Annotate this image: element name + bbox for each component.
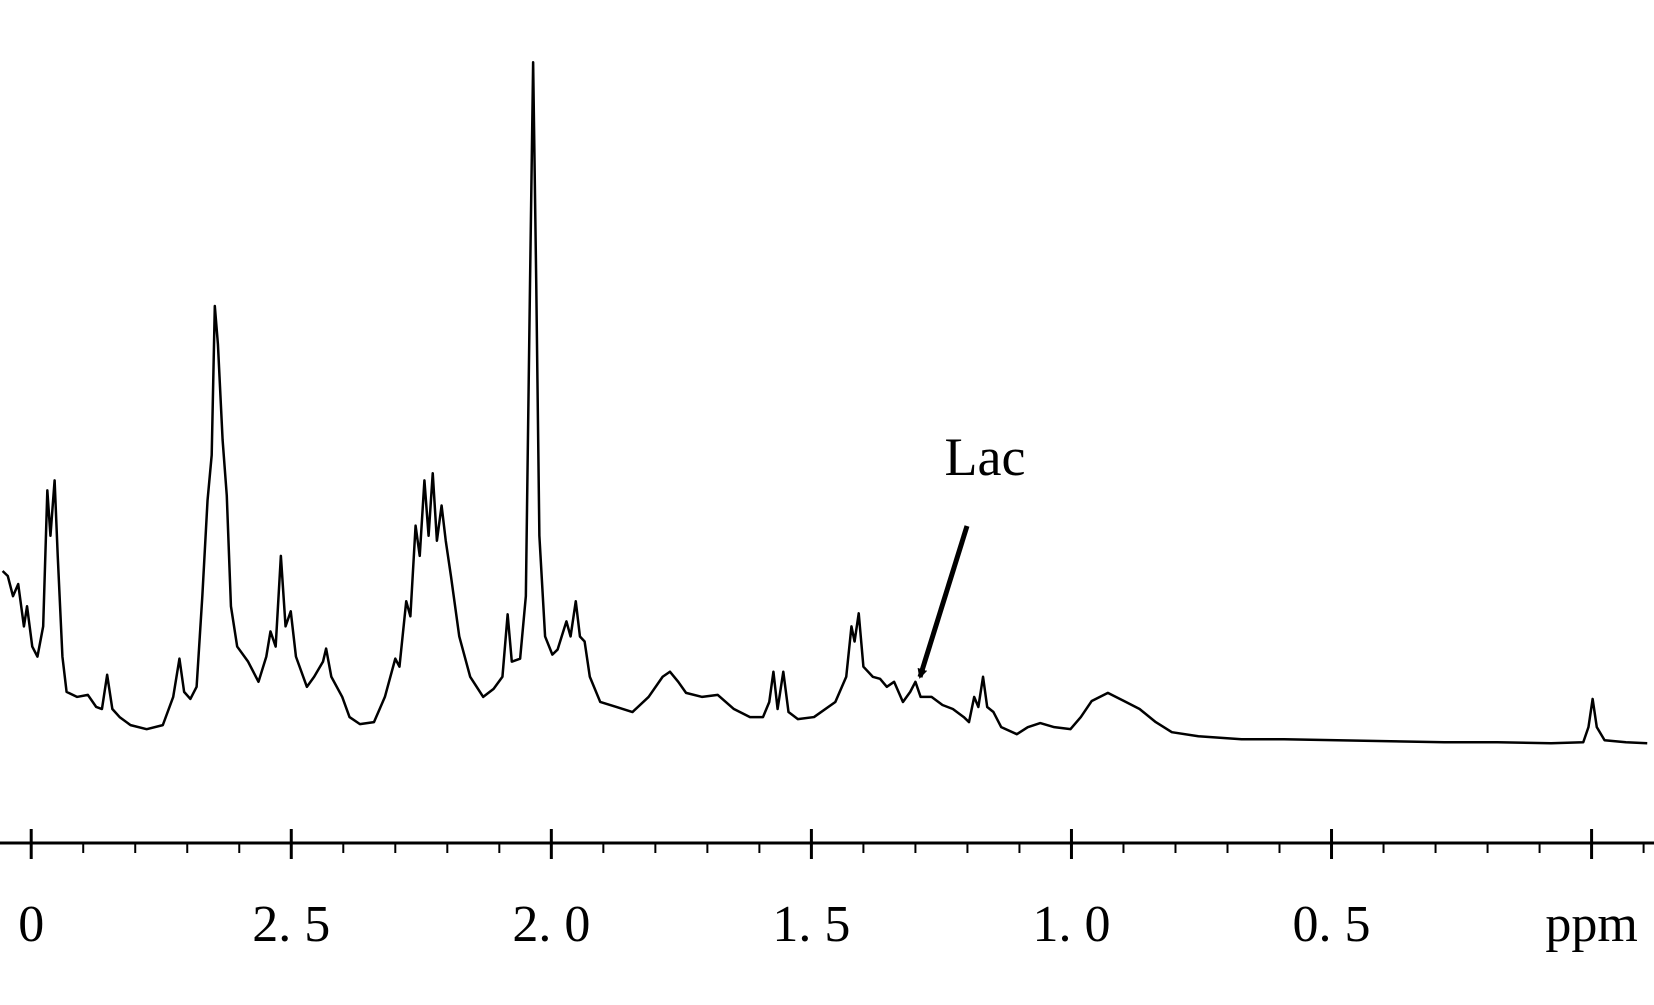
annotation-arrow [917,525,970,679]
x-tick-label: 1. 0 [1032,896,1110,953]
annotation: Lac [945,427,1026,487]
x-tick-label: ppm [1545,896,1637,953]
x-tick-label: 0. 5 [1293,896,1371,953]
x-tick-label: 0 [18,896,44,953]
x-tick-label: 2. 5 [252,896,330,953]
x-tick-label: 2. 0 [512,896,590,953]
x-tick-label: 1. 5 [772,896,850,953]
spectrum-line [1,60,1648,745]
